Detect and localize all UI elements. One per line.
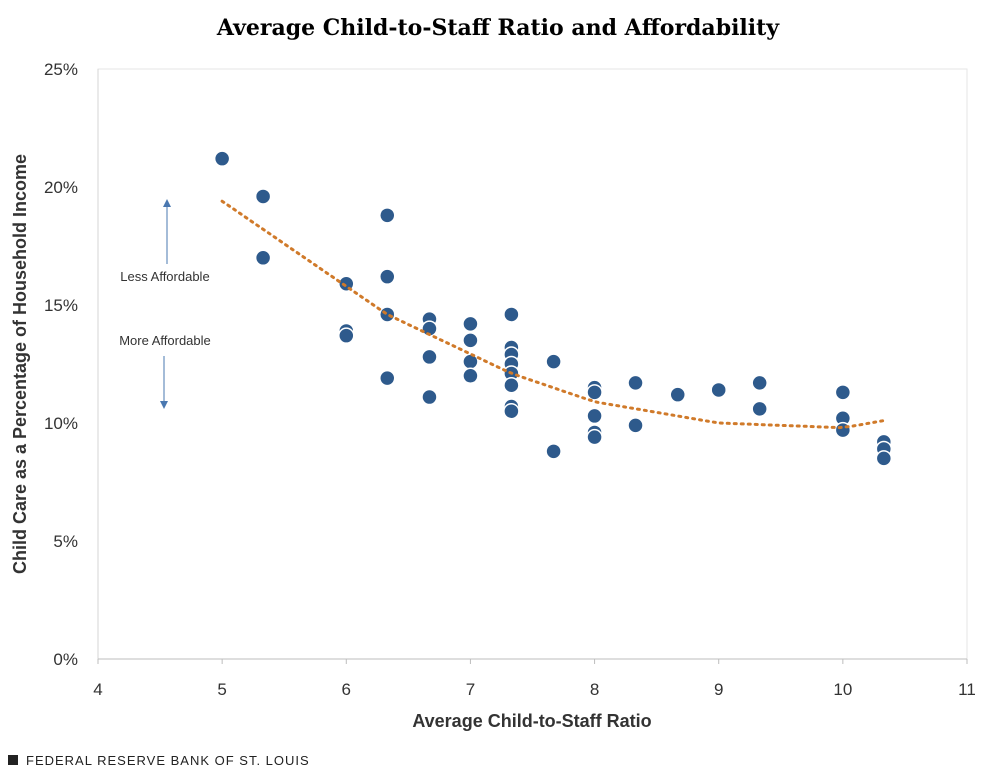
- less-affordable-arrowhead: [163, 199, 171, 207]
- data-point: [379, 306, 396, 323]
- data-point: [627, 417, 644, 434]
- y-axis-label: Child Care as a Percentage of Household …: [10, 154, 30, 574]
- x-tick-label: 4: [93, 680, 102, 699]
- x-tick-label: 6: [342, 680, 351, 699]
- data-point: [462, 332, 479, 349]
- data-point: [710, 381, 727, 399]
- data-point: [751, 374, 768, 392]
- x-tick-label: 7: [466, 680, 475, 699]
- more-affordable-label: More Affordable: [119, 333, 211, 348]
- data-point: [503, 306, 520, 323]
- data-point: [669, 386, 686, 403]
- data-point: [462, 367, 479, 385]
- y-tick-label: 20%: [44, 178, 78, 197]
- x-tick-label: 9: [714, 680, 723, 699]
- data-point: [503, 376, 520, 394]
- data-point: [751, 400, 768, 418]
- data-point: [462, 353, 479, 370]
- y-axis-ticks: 0% 5% 10% 15% 20% 25%: [44, 60, 78, 669]
- data-point: [586, 407, 603, 425]
- x-axis-ticks: 4 5 6 7 8 9 10 11: [93, 659, 976, 699]
- data-point: [379, 268, 396, 285]
- less-affordable-label: Less Affordable: [120, 269, 209, 284]
- y-tick-label: 10%: [44, 414, 78, 433]
- data-point: [338, 327, 355, 344]
- x-axis-label: Average Child-to-Staff Ratio: [412, 711, 651, 731]
- data-point: [545, 443, 562, 460]
- data-point: [254, 188, 272, 205]
- data-point: [379, 207, 396, 224]
- data-point: [254, 249, 272, 267]
- data-point: [213, 150, 231, 167]
- x-tick-label: 8: [590, 680, 599, 699]
- data-point: [627, 374, 644, 392]
- y-tick-label: 15%: [44, 296, 78, 315]
- x-tick-label: 11: [958, 680, 976, 699]
- data-point: [834, 421, 852, 439]
- trend-line: [220, 199, 886, 430]
- data-point: [834, 384, 852, 401]
- data-point: [421, 348, 438, 366]
- data-point: [545, 353, 562, 370]
- y-tick-label: 5%: [53, 532, 78, 551]
- y-tick-label: 25%: [44, 60, 78, 79]
- more-affordable-arrowhead: [160, 401, 168, 409]
- chart-title: Average Child-to-Staff Ratio and Afforda…: [216, 15, 780, 41]
- data-point: [503, 402, 520, 420]
- footer-source: FEDERAL RESERVE BANK OF ST. LOUIS: [26, 753, 310, 768]
- data-point: [586, 428, 603, 446]
- footer-square-icon: [8, 755, 18, 765]
- data-point: [421, 388, 438, 406]
- x-tick-label: 10: [833, 680, 852, 699]
- data-point: [379, 369, 396, 387]
- data-point: [421, 320, 438, 337]
- data-point: [462, 315, 479, 333]
- x-tick-label: 5: [217, 680, 226, 699]
- data-points: [213, 150, 893, 467]
- y-tick-label: 0%: [53, 650, 78, 669]
- data-point: [875, 450, 893, 467]
- data-point: [586, 384, 603, 401]
